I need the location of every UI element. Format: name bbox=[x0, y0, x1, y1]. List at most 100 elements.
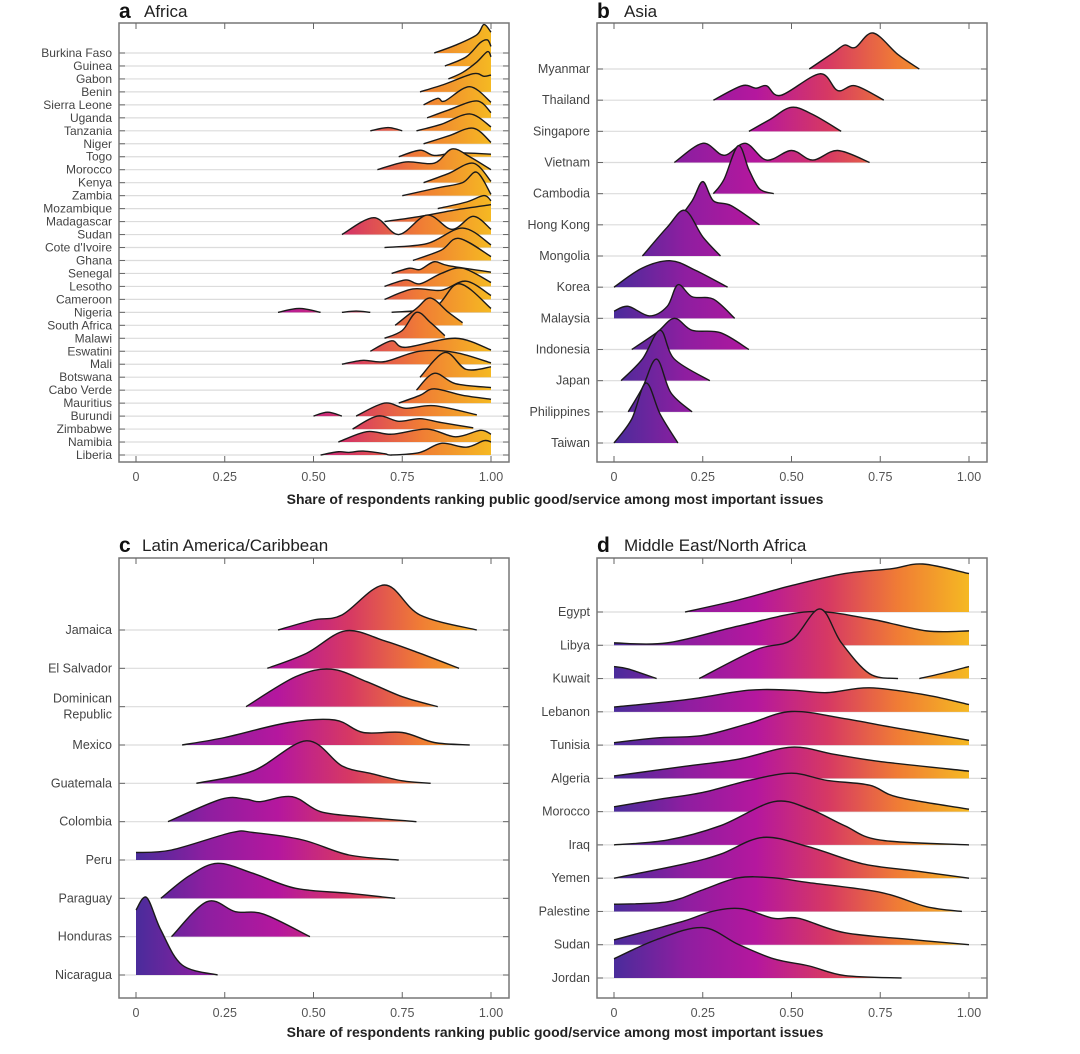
ridge-outline-mongolia bbox=[641, 209, 722, 257]
ridge-area-peru bbox=[136, 830, 399, 860]
ridge-area-kuwait bbox=[919, 666, 969, 679]
ridge-outline-paraguay bbox=[160, 862, 396, 900]
y-label: Kenya bbox=[78, 176, 112, 190]
y-label: Iraq bbox=[568, 838, 590, 852]
ridge-area-tunisia bbox=[614, 711, 969, 746]
ridge-outline-vietnam bbox=[673, 142, 870, 164]
x-tick-label: 1.00 bbox=[957, 1006, 981, 1020]
ridge-outline-indonesia bbox=[631, 317, 750, 351]
y-label: Eswatini bbox=[67, 344, 112, 358]
x-tick-label: 1.00 bbox=[479, 1006, 503, 1020]
ridge-outline-cote-d-ivoire bbox=[384, 227, 492, 249]
ridge-area-cambodia bbox=[713, 145, 774, 194]
ridge-outline-malaysia bbox=[613, 283, 736, 319]
ridge-outline-zambia bbox=[402, 171, 492, 197]
ridge-outline-eswatini bbox=[369, 337, 492, 352]
y-label: Lesotho bbox=[69, 279, 112, 293]
ridge-outline-yemen bbox=[613, 836, 970, 879]
y-label: Malawi bbox=[75, 331, 112, 345]
ridge-outline-japan bbox=[620, 329, 711, 382]
ridge-outline-palestine bbox=[613, 876, 962, 913]
panel-middle-east: d Middle East/North Africa Egypt Libya Kuw… bbox=[539, 534, 988, 1020]
y-label: Yemen bbox=[552, 871, 591, 885]
x-tick-label: 0.25 bbox=[213, 1006, 237, 1020]
ridge-outline-botswana bbox=[419, 351, 492, 378]
ridge-area-morocco bbox=[614, 773, 969, 812]
y-label: Honduras bbox=[58, 930, 112, 944]
ridge-outline-myanmar bbox=[808, 32, 920, 70]
ridge-outline-peru bbox=[135, 830, 399, 861]
panel-title: Africa bbox=[144, 2, 188, 21]
panel-title: Latin America/Caribbean bbox=[142, 536, 328, 555]
x-tick-label: 0 bbox=[611, 1006, 618, 1020]
y-label: Burundi bbox=[71, 409, 112, 423]
y-label: Madagascar bbox=[46, 215, 112, 229]
y-label: Tunisia bbox=[550, 738, 590, 752]
ridge-area-kuwait bbox=[699, 608, 898, 679]
ridge-area-botswana bbox=[420, 352, 491, 378]
ridge-area-ghana bbox=[412, 238, 491, 261]
y-label: Sierra Leone bbox=[43, 98, 112, 112]
x-tick-label: 0.75 bbox=[868, 1006, 892, 1020]
ridge-area-guatemala bbox=[196, 740, 431, 784]
y-label: Uganda bbox=[70, 111, 112, 125]
ridge-outline-morocco bbox=[613, 772, 970, 810]
ridge-outline-algeria bbox=[613, 746, 970, 777]
ridge-outline-nigeria bbox=[277, 307, 321, 314]
ridge-area-burundi bbox=[356, 402, 477, 417]
ridge-area-lebanon bbox=[614, 687, 969, 712]
ridge-outline-niger bbox=[423, 127, 492, 145]
x-tick-label: 0 bbox=[133, 470, 140, 484]
ridge-outline-burundi bbox=[313, 411, 343, 417]
x-tick-label: 0.25 bbox=[213, 470, 237, 484]
ridge-outline-cameroon bbox=[384, 280, 492, 301]
ridge-outline-egypt bbox=[684, 563, 970, 613]
ridge-area-eswatini bbox=[370, 338, 491, 352]
y-label: Liberia bbox=[76, 448, 112, 462]
x-axis-title-top: Share of respondents ranking public good… bbox=[287, 491, 824, 507]
ridge-outline-el-salvador bbox=[267, 629, 460, 669]
panel-letter: b bbox=[597, 0, 610, 23]
y-label: Palestine bbox=[539, 904, 590, 918]
ridge-outline-guatemala bbox=[196, 740, 431, 785]
ridge-area-algeria bbox=[614, 747, 969, 779]
y-label: Niger bbox=[83, 137, 112, 151]
ridge-area-mongolia bbox=[642, 210, 721, 256]
panel-letter: a bbox=[119, 0, 131, 23]
y-label: Burkina Faso bbox=[41, 46, 112, 60]
ridge-area-taiwan bbox=[614, 382, 678, 443]
ridge-area-egypt bbox=[685, 563, 969, 612]
ridge-area-colombia bbox=[167, 796, 417, 822]
y-label: Hong Kong bbox=[527, 218, 590, 232]
ridge-outline-lesotho bbox=[384, 267, 492, 288]
y-label: Namibia bbox=[68, 435, 112, 449]
y-label: Sudan bbox=[77, 228, 112, 242]
y-label: Thailand bbox=[542, 93, 590, 107]
y-label: Mauritius bbox=[63, 396, 112, 410]
x-tick-label: 0.50 bbox=[301, 1006, 325, 1020]
ridge-outline-jamaica bbox=[277, 584, 477, 631]
y-label: Nicaragua bbox=[55, 968, 112, 982]
ridge-outline-dominican-republic bbox=[245, 668, 438, 708]
y-label: Sudan bbox=[554, 938, 590, 952]
x-tick-label: 0.25 bbox=[691, 470, 715, 484]
ridge-outline-tunisia bbox=[613, 710, 970, 744]
ridge-area-palestine bbox=[614, 876, 962, 912]
ridge-outline-south-africa bbox=[394, 297, 464, 326]
x-tick-label: 0 bbox=[133, 1006, 140, 1020]
y-label: Jordan bbox=[552, 971, 590, 985]
ridge-area-el-salvador bbox=[267, 630, 460, 669]
ridge-outline-thailand bbox=[713, 73, 885, 101]
ridge-outline-singapore bbox=[748, 106, 842, 132]
x-tick-label: 0.50 bbox=[779, 1006, 803, 1020]
ridge-area-honduras bbox=[171, 900, 310, 937]
panel-letter: d bbox=[597, 534, 610, 557]
y-label: Jamaica bbox=[65, 623, 112, 637]
x-tick-label: 0.25 bbox=[691, 1006, 715, 1020]
ridge-area-gabon bbox=[448, 51, 491, 79]
ridge-outline-sierra-leone bbox=[423, 85, 492, 106]
y-label: Ghana bbox=[76, 253, 112, 267]
y-label: Kuwait bbox=[552, 672, 590, 686]
y-label: South Africa bbox=[47, 318, 112, 332]
